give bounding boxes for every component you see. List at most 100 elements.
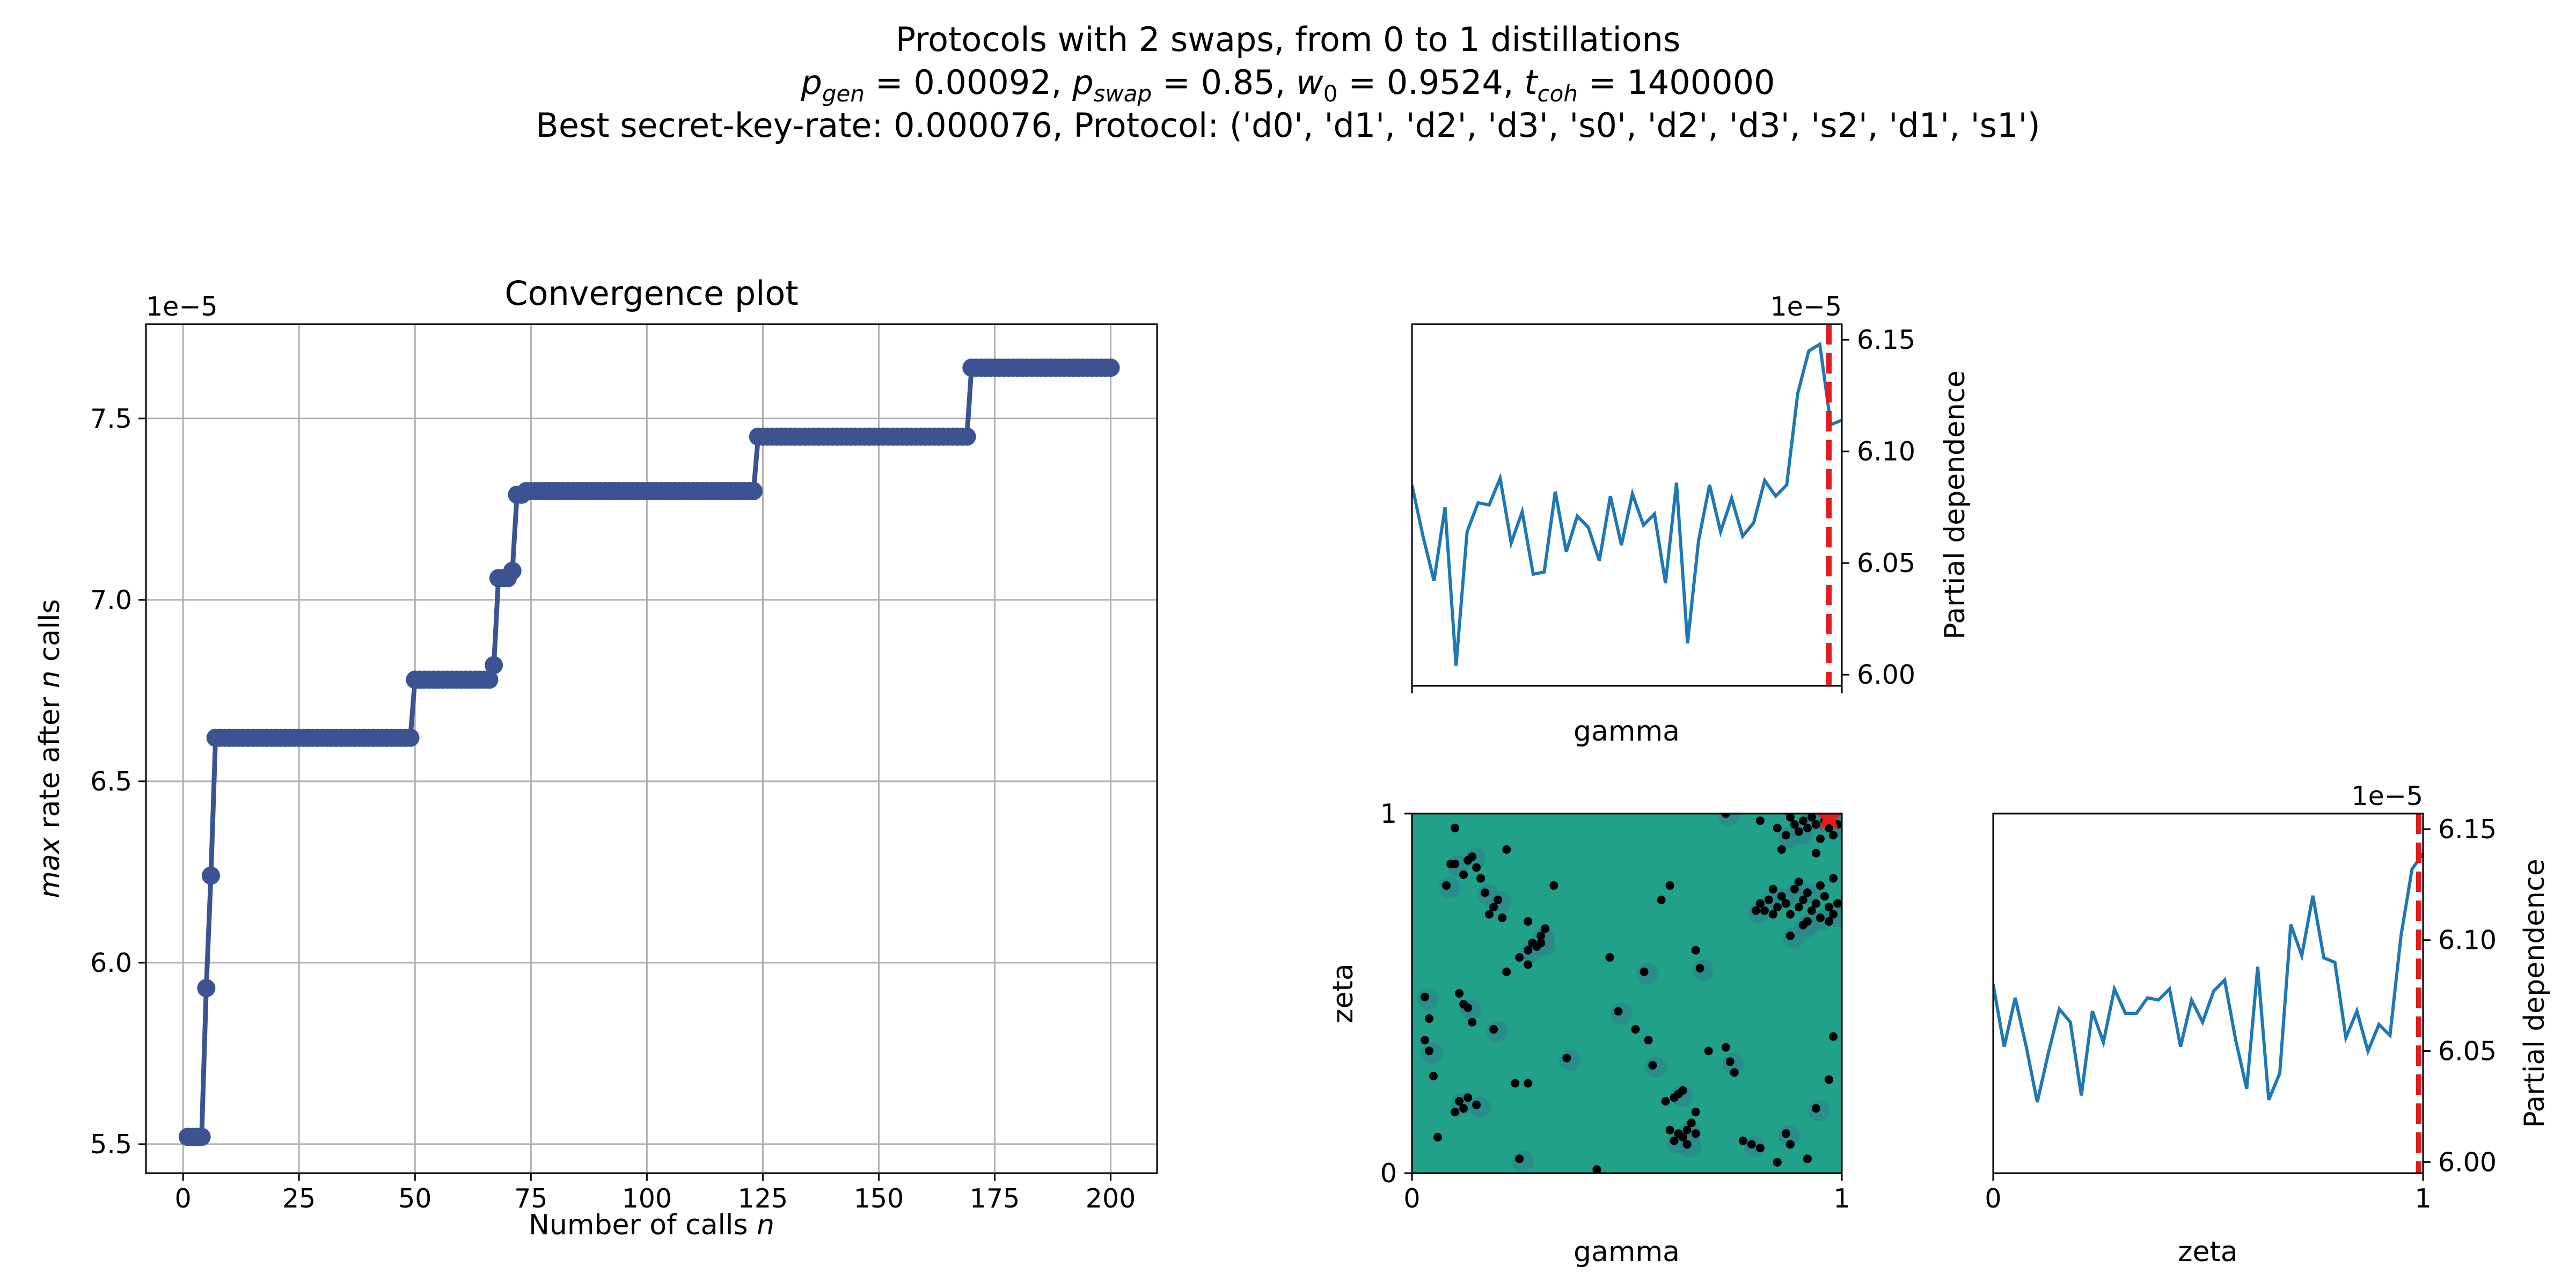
pair-sample-point <box>1425 1014 1434 1023</box>
gamma-pd-ytick-label: 6.10 <box>1857 436 1915 467</box>
convergence-series <box>178 358 1120 1146</box>
pair-sample-point <box>1755 1144 1765 1153</box>
zeta-pd-xtick-label: 0 <box>1985 1183 2001 1214</box>
pair-sample-point <box>1721 814 1730 818</box>
pair-sample-point <box>1824 823 1833 832</box>
convergence-ytick-label: 6.5 <box>90 766 132 797</box>
pair-sample-point <box>1833 899 1842 908</box>
pair-sample-point <box>1524 946 1533 955</box>
pair-sample-point <box>1524 1079 1533 1088</box>
pair-sample-point <box>1768 910 1777 919</box>
convergence-point <box>503 561 522 580</box>
convergence-plot: 0 25 50 75 100 125 150 175 200 5.5 6.0 6.5 7.0 7.5 Co… <box>34 274 1158 1241</box>
convergence-xtick-label: 75 <box>514 1183 547 1214</box>
gamma-pd-xlabel: gamma <box>1574 715 1680 748</box>
pair-sample-point <box>1481 888 1490 897</box>
pair-sample-point <box>1463 1093 1473 1102</box>
title-line-3: Best secret-key-rate: 0.000076, Protocol… <box>536 106 2040 145</box>
pair-sample-point <box>1562 1053 1571 1063</box>
convergence-xtick-label: 125 <box>738 1183 788 1214</box>
pair-sample-point <box>1455 1097 1464 1106</box>
pair-sample-point <box>1459 1104 1468 1113</box>
pair-sample-point <box>1781 1129 1790 1138</box>
pair-frame <box>1411 813 1843 1174</box>
convergence-xlabel-text: Number of calls <box>529 1209 757 1241</box>
convergence-xtick-label: 100 <box>622 1183 672 1214</box>
zeta-pd-offset-text: 1e−5 <box>2351 781 2423 811</box>
pair-sample-point <box>1790 884 1799 894</box>
pair-sample-point <box>1682 1125 1692 1135</box>
pair-sample-point <box>1421 1036 1430 1045</box>
pair-sample-point <box>1820 892 1829 901</box>
pair-xtick-label: 0 <box>1403 1183 1420 1214</box>
pair-sample-point <box>1670 1136 1679 1145</box>
pair-sample-point <box>1803 1154 1812 1163</box>
pair-sample-point <box>1421 992 1430 1001</box>
zeta-pd-line <box>1993 852 2423 1103</box>
gamma-pd-line <box>1412 341 1842 666</box>
pair-sample-point <box>1811 1104 1820 1113</box>
convergence-xlabel-var: n <box>757 1209 774 1241</box>
pair-sample-point <box>1811 848 1820 858</box>
zeta-pd-ylabel: Partial dependence <box>2519 859 2551 1128</box>
convergence-ytick-label: 7.5 <box>90 404 132 434</box>
convergence-point <box>744 481 763 500</box>
pair-sample-point <box>1459 870 1468 879</box>
p-gen-value: 0.00092 <box>913 63 1051 102</box>
convergence-xtick-label: 150 <box>854 1183 904 1214</box>
convergence-ylabel-var2: n <box>34 670 66 688</box>
pair-sample-point <box>1640 967 1649 976</box>
pair-sample-point <box>1773 903 1782 912</box>
partial-dependence-zeta-plot: 6.00 6.05 6.10 6.15 0 1 1e−5 zeta Partial dep… <box>1985 781 2551 1268</box>
pair-sample-point <box>1755 816 1765 825</box>
pair-sample-point <box>1549 881 1558 890</box>
convergence-ylabel: max rate after n calls <box>34 599 66 898</box>
t-coh-value: 1400000 <box>1627 63 1775 102</box>
convergence-offset-text: 1e−5 <box>146 291 218 322</box>
pair-sample-point <box>1536 939 1546 948</box>
pair-ticks: 00 1 1 <box>1380 799 1850 1214</box>
gamma-pd-ytick-label: 6.15 <box>1857 325 1915 355</box>
zeta-pd-ytick-label: 6.10 <box>2438 925 2497 956</box>
pair-sample-point <box>1489 1025 1498 1034</box>
pair-sample-point <box>1824 917 1833 926</box>
pair-sample-point <box>1442 881 1451 890</box>
pair-sample-point <box>1785 931 1795 940</box>
pair-sample-point <box>1794 903 1803 912</box>
pair-ytick-label: 0 <box>1380 1158 1397 1189</box>
convergence-xlabel: Number of calls n <box>529 1209 774 1241</box>
pair-sample-point <box>1751 906 1760 915</box>
pair-sample-point <box>1451 859 1460 868</box>
w0-value: 0.9524 <box>1387 63 1503 102</box>
convergence-xtick-label: 200 <box>1086 1183 1136 1214</box>
pair-sample-point <box>1665 881 1674 890</box>
pair-xtick-label: 1 <box>1833 1183 1850 1214</box>
pair-sample-point <box>1773 823 1782 832</box>
pair-sample-point <box>1502 967 1511 976</box>
pair-sample-point <box>1691 1108 1700 1117</box>
zeta-pd-ytick-label: 6.00 <box>2438 1147 2497 1177</box>
convergence-point <box>485 656 503 675</box>
pair-sample-point <box>1476 874 1485 883</box>
title-line-2: pgen = 0.00092, pswap = 0.85, w0 = 0.952… <box>801 63 1775 107</box>
pair-sample-point <box>1816 834 1825 843</box>
pair-sample-point <box>1515 1154 1524 1163</box>
pair-sample-point <box>1644 1036 1653 1045</box>
convergence-ylabel-var1: max <box>34 837 66 898</box>
pair-sample-point <box>1816 881 1825 890</box>
pair-sample-point <box>1657 895 1666 904</box>
pair-sample-point <box>1502 845 1511 854</box>
convergence-ylabel-mid: rate after <box>34 688 66 837</box>
gamma-pd-ytick-label: 6.00 <box>1857 660 1915 690</box>
pair-sample-point <box>1794 827 1803 836</box>
pair-sample-point <box>1704 1046 1713 1056</box>
convergence-ytick-label: 7.0 <box>90 585 132 616</box>
gamma-pd-ticks: 6.00 6.05 6.10 6.15 <box>1411 325 1915 693</box>
pair-sample-point <box>1790 820 1799 829</box>
pair-sample-point <box>1695 964 1704 973</box>
convergence-point <box>201 866 220 885</box>
title-line-1: Protocols with 2 swaps, from 0 to 1 dist… <box>896 20 1681 59</box>
gamma-pd-offset-text: 1e−5 <box>1770 291 1842 322</box>
convergence-title: Convergence plot <box>504 274 798 313</box>
